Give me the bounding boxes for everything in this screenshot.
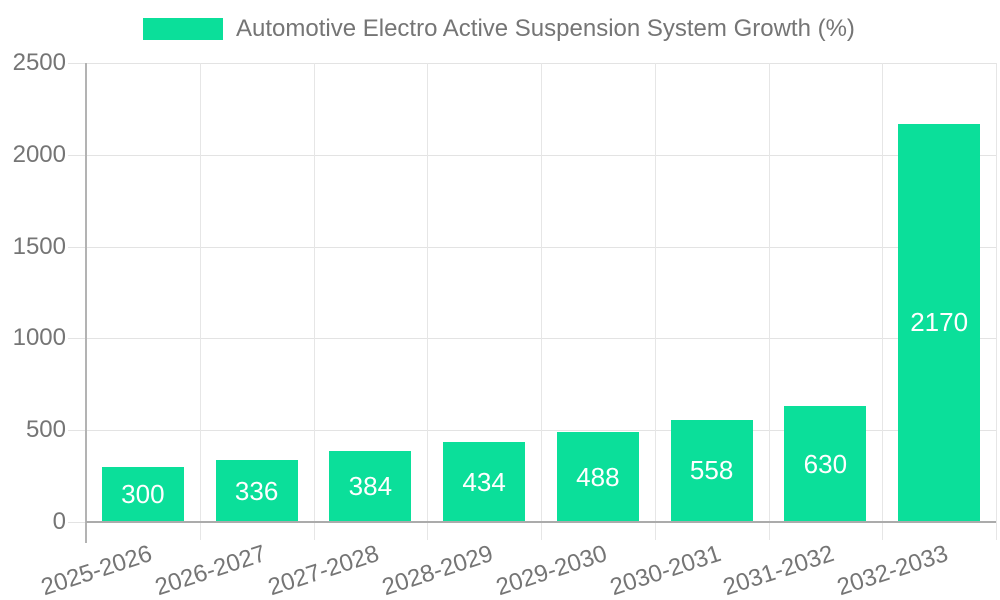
bar-value-label: 558: [689, 455, 734, 486]
x-gridline: [541, 63, 542, 540]
bar-value-label: 2170: [910, 307, 969, 338]
bar[interactable]: 2170: [898, 123, 981, 522]
legend-swatch: [143, 18, 223, 40]
y-tick-label: 0: [52, 508, 66, 535]
bar[interactable]: 300: [101, 466, 184, 522]
bar[interactable]: 488: [556, 432, 639, 522]
y-gridline: [68, 154, 996, 156]
bar-value-label: 384: [348, 471, 393, 502]
x-gridline: [654, 63, 656, 540]
y-axis-line: [85, 63, 87, 543]
y-tick-label: 500: [25, 416, 66, 444]
legend-label: Automotive Electro Active Suspension Sys…: [236, 15, 855, 42]
bar-value-label: 488: [576, 461, 620, 492]
y-tick-label: 1500: [12, 232, 66, 260]
bar[interactable]: 434: [443, 442, 526, 522]
bar[interactable]: 630: [784, 406, 867, 522]
bar[interactable]: 558: [670, 419, 753, 522]
x-axis-line: [86, 521, 996, 523]
bar-value-label: 336: [234, 475, 279, 506]
y-gridline: [68, 430, 996, 432]
y-tick-label: 1000: [12, 324, 66, 352]
bar[interactable]: 384: [329, 451, 412, 522]
y-gridline: [68, 63, 996, 64]
bar-value-label: 434: [462, 466, 506, 497]
bar-value-label: 630: [803, 448, 848, 479]
y-tick-label: 2500: [12, 49, 66, 76]
x-gridline: [313, 63, 315, 540]
x-gridline: [882, 63, 884, 540]
x-gridline: [768, 63, 770, 540]
bar[interactable]: 336: [215, 460, 298, 522]
x-gridline: [996, 63, 997, 540]
x-gridline: [427, 63, 429, 540]
y-tick-label: 2000: [12, 140, 66, 168]
x-gridline: [199, 63, 201, 540]
y-gridline: [68, 246, 996, 248]
y-gridline: [68, 338, 996, 340]
bar-value-label: 300: [121, 478, 165, 509]
